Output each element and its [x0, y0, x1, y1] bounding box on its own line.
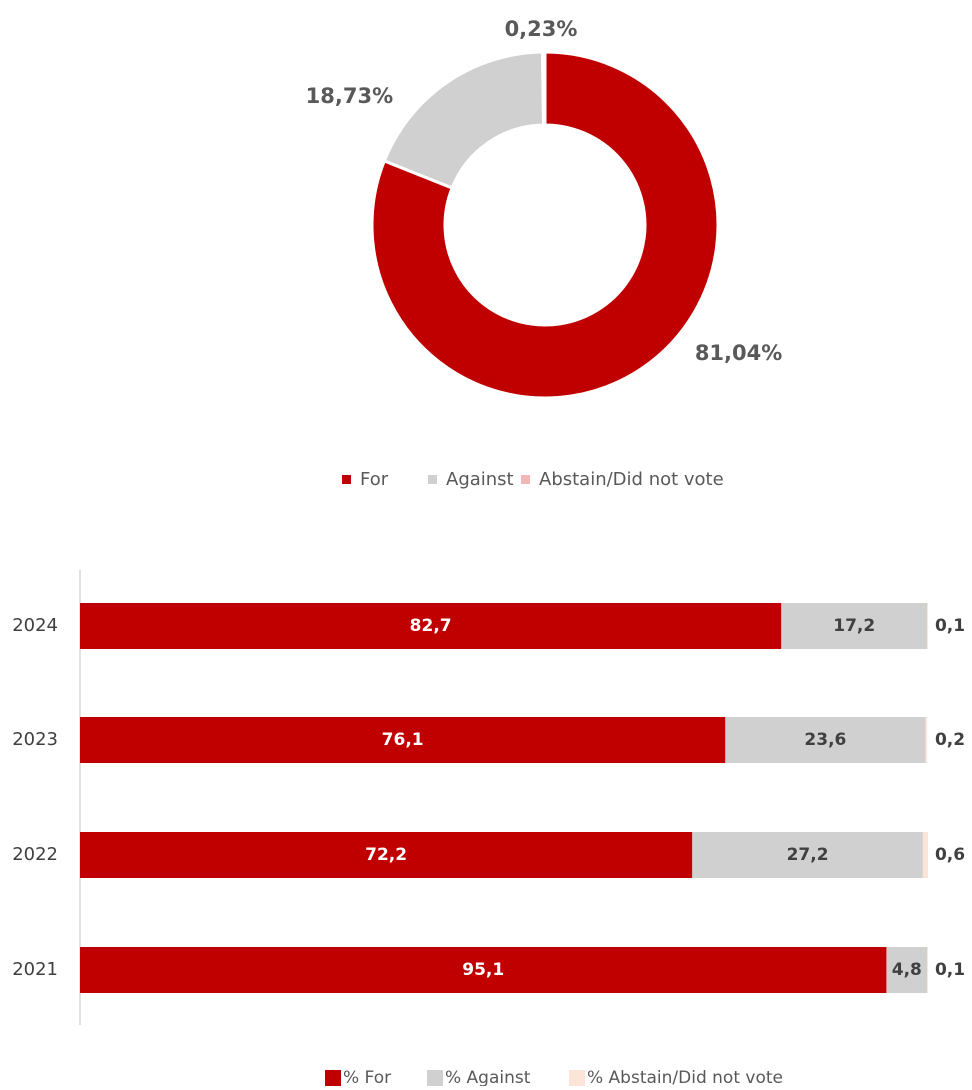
bar-segment: [80, 947, 887, 993]
bar-segment: [781, 603, 928, 649]
data-label: 0,1: [935, 616, 965, 636]
data-label: 17,2: [833, 616, 875, 636]
legend-swatch: [428, 475, 437, 484]
data-label: 0,1: [935, 960, 965, 980]
bar-segment: [80, 717, 726, 763]
legend-swatch: [569, 1070, 585, 1086]
legend-label: % Against: [445, 1068, 531, 1086]
bar-segment: [927, 947, 928, 993]
data-label: 4,8: [892, 960, 922, 980]
bar-segment: [80, 603, 782, 649]
data-label: 0,6: [935, 845, 965, 865]
bar-segment: [80, 832, 693, 878]
data-label: 23,6: [804, 730, 846, 750]
bar-segment: [927, 603, 928, 649]
data-label: 82,7: [410, 616, 452, 636]
legend-label: Against: [446, 469, 514, 490]
data-label: 18,73%: [306, 84, 393, 108]
donut-slice: [382, 50, 546, 190]
legend-label: Abstain/Did not vote: [539, 469, 724, 490]
legend-swatch: [342, 475, 351, 484]
bar-segment: [692, 832, 923, 878]
legend-swatch: [521, 475, 530, 484]
bar-segment: [922, 832, 928, 878]
y-tick-label: 2022: [12, 844, 58, 865]
legend-swatch: [325, 1070, 341, 1086]
data-label: 0,2: [935, 730, 965, 750]
y-tick-label: 2021: [12, 959, 58, 980]
legend-swatch: [427, 1070, 443, 1086]
data-label: 27,2: [787, 845, 829, 865]
bar-segment: [886, 947, 928, 993]
donut-slice: [540, 50, 547, 127]
legend-label: % Abstain/Did not vote: [587, 1068, 783, 1086]
bar-segment: [725, 717, 926, 763]
data-label: 81,04%: [695, 341, 782, 365]
bar-segment: [925, 717, 928, 763]
data-label: 0,23%: [505, 17, 578, 41]
data-label: 95,1: [462, 960, 504, 980]
donut-slice: [370, 50, 720, 400]
legend-label: For: [360, 469, 389, 490]
y-tick-label: 2024: [12, 615, 58, 636]
data-label: 72,2: [365, 845, 407, 865]
legend-label: % For: [343, 1068, 391, 1086]
data-label: 76,1: [382, 730, 424, 750]
y-tick-label: 2023: [12, 729, 58, 750]
